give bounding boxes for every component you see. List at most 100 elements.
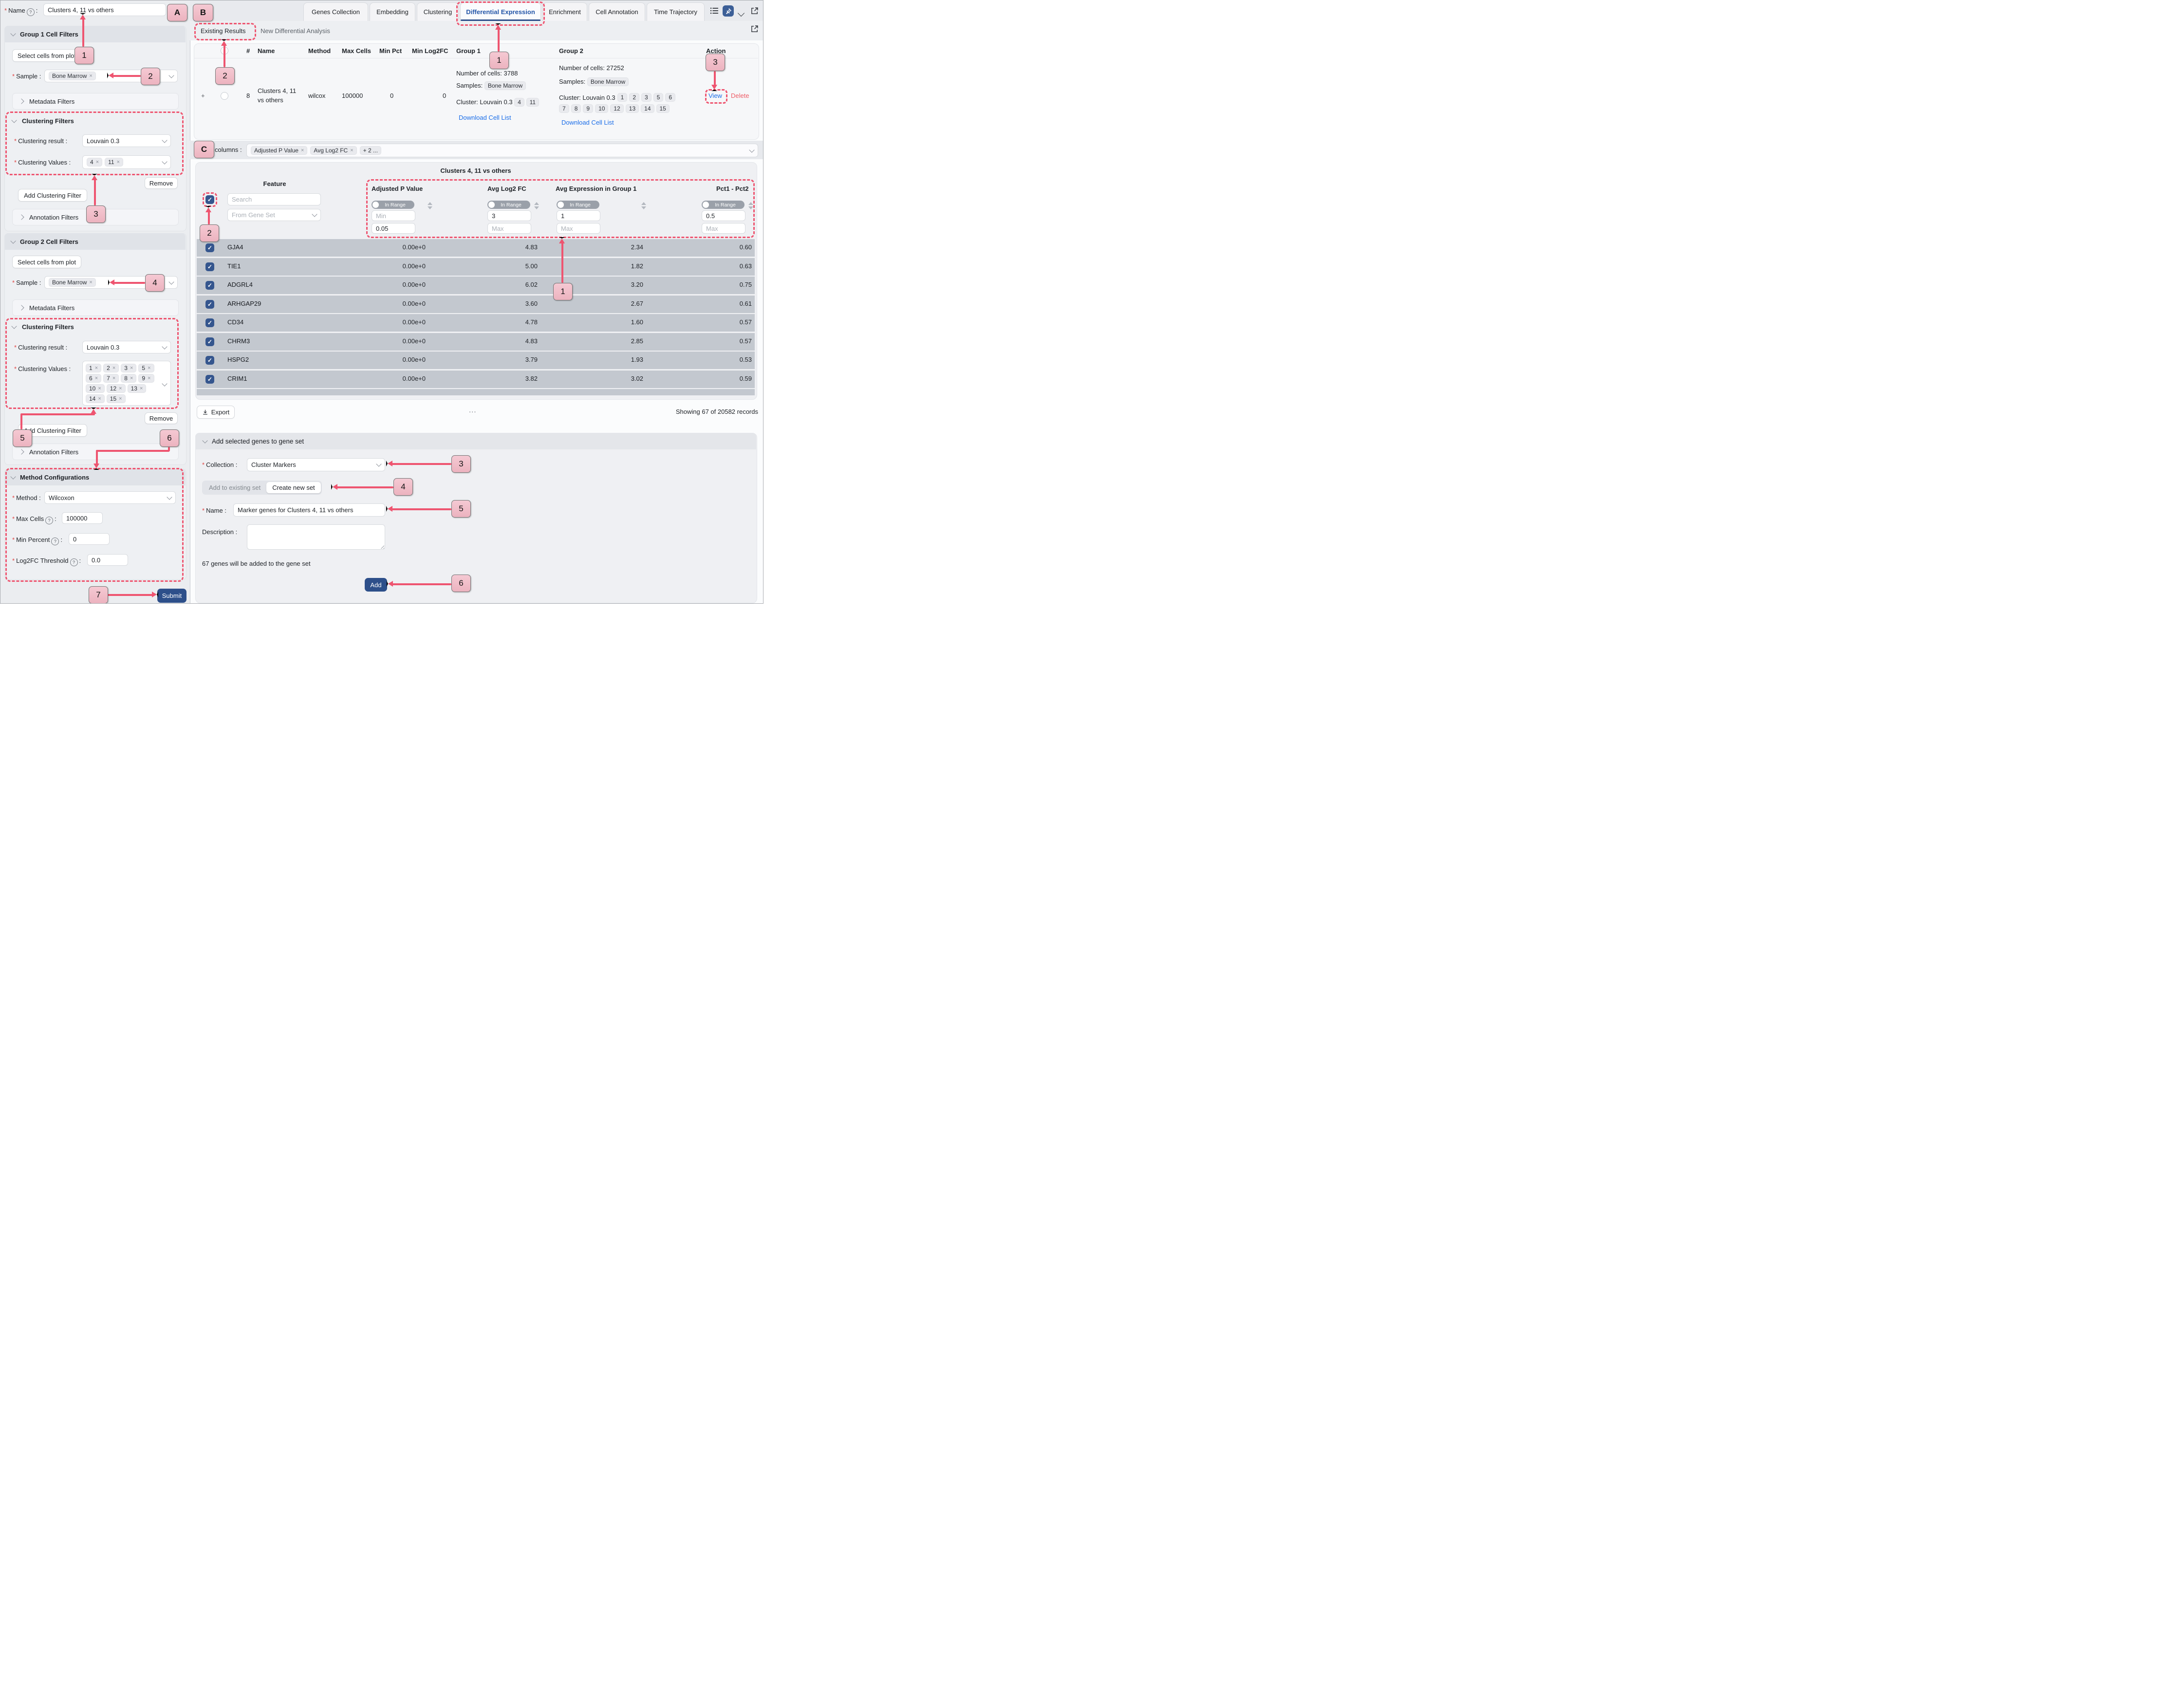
gene-set-header[interactable]: Add selected genes to gene set (195, 433, 756, 449)
view-action[interactable]: View (708, 92, 722, 99)
cluster-value-chip[interactable]: 11 × (105, 158, 124, 167)
sample-chip[interactable]: Bone Marrow × (49, 72, 96, 80)
export-button[interactable]: Export (197, 406, 235, 419)
pval-min-input[interactable] (372, 210, 415, 221)
group2-metadata-filters[interactable]: Metadata Filters (12, 299, 179, 316)
subtab-existing-results[interactable]: Existing Results (201, 27, 246, 35)
gene-row[interactable]: ✓ ADGRL4 0.00e+0 6.02 3.20 0.75 (197, 277, 755, 294)
gene-row[interactable]: ✓ ARHGAP29 0.00e+0 3.60 2.67 0.61 (197, 295, 755, 313)
subtab-new-analysis[interactable]: New Differential Analysis (261, 27, 330, 35)
sort-desc-icon[interactable] (428, 206, 432, 209)
columns-select[interactable]: Adjusted P Value × Avg Log2 FC × + 2 ... (246, 144, 758, 157)
group2-clustering-values-select[interactable]: 1 × 2 × 3 × 5 × 6 × 7 × 8 × 9 × 10 × 12 × 13 × 14 × … (82, 361, 171, 406)
list-view-icon[interactable] (710, 7, 719, 15)
gene-row[interactable]: ✓ CRIM1 0.00e+0 3.82 3.02 0.59 (197, 370, 755, 388)
textarea-resize-handle[interactable] (379, 544, 384, 549)
expr-min-input[interactable] (557, 210, 600, 221)
row-checkbox[interactable]: ✓ (205, 356, 214, 365)
cluster-value-chip[interactable]: 4 × (87, 158, 103, 167)
set-name-input[interactable] (233, 503, 385, 517)
tab-time-trajectory[interactable]: Time Trajectory (647, 2, 705, 21)
cluster-value-chip[interactable]: 2 × (103, 363, 119, 372)
external-link-icon[interactable] (750, 25, 759, 33)
sort-asc-icon[interactable] (428, 202, 432, 205)
row-expander[interactable]: + (201, 92, 205, 99)
group1-metadata-filters[interactable]: Metadata Filters (12, 93, 179, 110)
feature-select-all-checkbox[interactable]: ✓ (205, 195, 214, 204)
sort-asc-icon[interactable] (534, 202, 539, 205)
chevron-down-icon[interactable] (737, 9, 745, 18)
row-checkbox[interactable]: ✓ (205, 243, 214, 252)
log2fc-threshold-input[interactable] (87, 554, 128, 566)
sample-chip[interactable]: Bone Marrow × (49, 278, 96, 287)
chip-close-icon[interactable]: × (350, 148, 354, 153)
expr-max-input[interactable] (557, 223, 600, 234)
column-chip[interactable]: Avg Log2 FC × (310, 146, 357, 155)
chip-close-icon[interactable]: × (89, 279, 93, 285)
tab-add-existing-set[interactable]: Add to existing set (209, 484, 261, 491)
cluster-value-chip[interactable]: 5 × (138, 363, 154, 372)
tab-clustering[interactable]: Clustering (417, 2, 459, 21)
pct-min-input[interactable] (702, 210, 745, 221)
cluster-value-chip[interactable]: 8 × (121, 373, 137, 383)
pct-max-input[interactable] (702, 223, 745, 234)
sort-desc-icon[interactable] (748, 206, 753, 209)
method-header[interactable]: Method Configurations (4, 469, 186, 485)
sort-asc-icon[interactable] (641, 202, 646, 205)
group1-download-link[interactable]: Download Cell List (459, 114, 511, 121)
group2-download-link[interactable]: Download Cell List (561, 119, 614, 126)
column-more-chip[interactable]: + 2 ... (359, 146, 382, 155)
column-chip[interactable]: Adjusted P Value × (251, 146, 308, 155)
group1-clustering-result-select[interactable]: Louvain 0.3 (82, 134, 171, 147)
method-select[interactable]: Wilcoxon (44, 491, 176, 504)
cluster-value-chip[interactable]: 14 × (86, 394, 105, 403)
row-checkbox[interactable] (221, 92, 228, 100)
sort-asc-icon[interactable] (748, 202, 753, 205)
group1-clustering-filters-header[interactable]: Clustering Filters (11, 117, 74, 125)
group2-clustering-filters-header[interactable]: Clustering Filters (11, 323, 74, 331)
chip-close-icon[interactable]: × (89, 73, 93, 79)
pval-in-range-toggle[interactable]: In Range (372, 201, 414, 209)
group2-select-cells-button[interactable]: Select cells from plot (12, 256, 81, 268)
pct-in-range-toggle[interactable]: In Range (702, 201, 745, 209)
cluster-value-chip[interactable]: 15 × (106, 394, 126, 403)
group1-remove-button[interactable]: Remove (145, 177, 178, 189)
expr-in-range-toggle[interactable]: In Range (557, 201, 599, 209)
collection-select[interactable]: Cluster Markers (247, 458, 385, 471)
gene-row[interactable]: ✓ TIE1 0.00e+0 5.00 1.82 0.63 (197, 258, 755, 276)
row-checkbox[interactable]: ✓ (205, 262, 214, 271)
group2-annotation-filters[interactable]: Annotation Filters (12, 444, 179, 460)
delete-action[interactable]: Delete (731, 92, 749, 99)
cluster-value-chip[interactable]: 7 × (103, 373, 119, 383)
table-options-ellipsis[interactable]: ... (469, 406, 477, 414)
tab-create-new-set[interactable]: Create new set (266, 482, 321, 493)
cluster-value-chip[interactable]: 9 × (138, 373, 154, 383)
min-percent-input[interactable] (69, 533, 110, 545)
cluster-value-chip[interactable]: 13 × (127, 384, 147, 393)
description-textarea[interactable] (247, 524, 385, 550)
log2fc-max-input[interactable] (487, 223, 531, 234)
group1-add-clustering-filter-button[interactable]: Add Clustering Filter (18, 189, 87, 202)
gene-row[interactable]: ✓ CHRM3 0.00e+0 4.83 2.85 0.57 (197, 333, 755, 351)
row-checkbox[interactable]: ✓ (205, 318, 214, 327)
submit-button[interactable]: Submit (157, 589, 186, 603)
group1-select-cells-button[interactable]: Select cells from plot (12, 49, 81, 62)
max-cells-input[interactable] (62, 512, 103, 524)
cluster-value-chip[interactable]: 6 × (86, 373, 102, 383)
gene-row[interactable]: ✓ CD34 0.00e+0 4.78 1.60 0.57 (197, 314, 755, 332)
tab-differential-expression[interactable]: Differential Expression (460, 2, 541, 21)
group2-clustering-result-select[interactable]: Louvain 0.3 (82, 341, 171, 353)
sort-desc-icon[interactable] (641, 206, 646, 209)
group1-clustering-values-select[interactable]: 4 × 11 × (82, 155, 171, 169)
log2fc-min-input[interactable] (487, 210, 531, 221)
cluster-value-chip[interactable]: 10 × (86, 384, 105, 393)
row-checkbox[interactable]: ✓ (205, 337, 214, 346)
add-button[interactable]: Add (365, 578, 387, 592)
tab-embedding[interactable]: Embedding (370, 2, 415, 21)
cluster-value-chip[interactable]: 12 × (106, 384, 126, 393)
analysis-name-input[interactable] (43, 3, 166, 16)
from-gene-set-select[interactable]: From Gene Set (227, 209, 321, 221)
log2fc-in-range-toggle[interactable]: In Range (487, 201, 530, 209)
group1-header[interactable]: Group 1 Cell Filters (4, 26, 186, 42)
cluster-value-chip[interactable]: 1 × (86, 363, 102, 372)
